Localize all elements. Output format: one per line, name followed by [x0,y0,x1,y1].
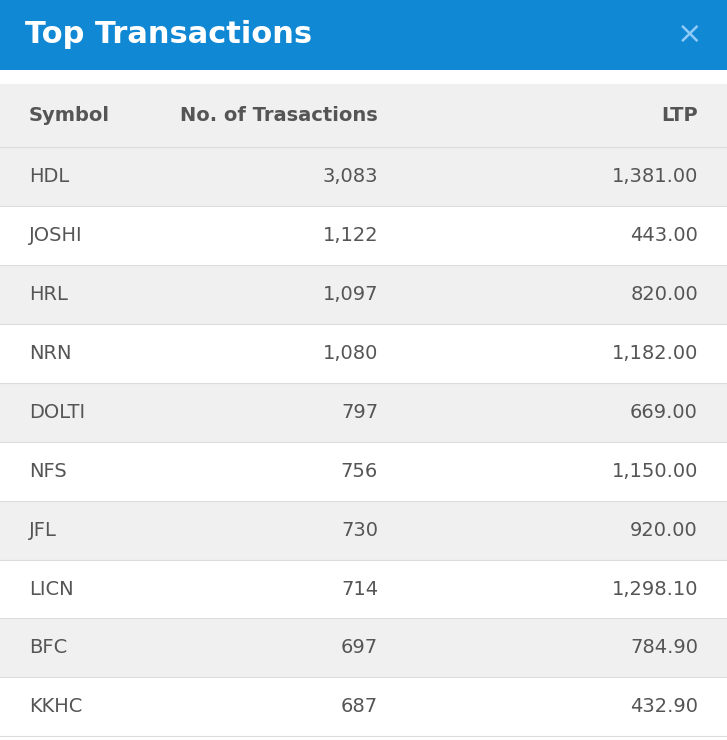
Text: Symbol: Symbol [29,107,110,125]
Text: 1,150.00: 1,150.00 [611,462,698,481]
Text: 920.00: 920.00 [630,521,698,539]
Text: 1,080: 1,080 [323,344,378,363]
Text: KKHC: KKHC [29,697,82,716]
Text: 756: 756 [341,462,378,481]
Text: JFL: JFL [29,521,57,539]
Text: BFC: BFC [29,639,68,657]
Text: 784.90: 784.90 [630,639,698,657]
Text: 3,083: 3,083 [323,167,378,186]
Text: NFS: NFS [29,462,67,481]
FancyBboxPatch shape [0,265,727,324]
Text: 1,298.10: 1,298.10 [611,579,698,599]
FancyBboxPatch shape [0,677,727,736]
Text: 730: 730 [341,521,378,539]
Text: LICN: LICN [29,579,73,599]
Text: NRN: NRN [29,344,71,363]
FancyBboxPatch shape [0,0,727,70]
Text: 1,381.00: 1,381.00 [611,167,698,186]
FancyBboxPatch shape [0,559,727,619]
Text: 443.00: 443.00 [630,226,698,245]
FancyBboxPatch shape [0,147,727,206]
FancyBboxPatch shape [0,324,727,383]
Text: 432.90: 432.90 [630,697,698,716]
Text: No. of Trasactions: No. of Trasactions [180,107,378,125]
Text: Top Transactions: Top Transactions [25,20,312,50]
Text: 1,182.00: 1,182.00 [611,344,698,363]
FancyBboxPatch shape [0,84,727,147]
FancyBboxPatch shape [0,206,727,265]
Text: 669.00: 669.00 [630,403,698,422]
FancyBboxPatch shape [0,619,727,677]
Text: HDL: HDL [29,167,69,186]
FancyBboxPatch shape [0,442,727,501]
Text: 1,122: 1,122 [322,226,378,245]
Text: 1,097: 1,097 [323,285,378,304]
Text: LTP: LTP [662,107,698,125]
Text: JOSHI: JOSHI [29,226,83,245]
Text: 714: 714 [341,579,378,599]
Text: 687: 687 [341,697,378,716]
Text: 797: 797 [341,403,378,422]
Text: 697: 697 [341,639,378,657]
Text: ×: × [677,20,702,50]
Text: HRL: HRL [29,285,68,304]
Text: DOLTI: DOLTI [29,403,85,422]
Text: 820.00: 820.00 [630,285,698,304]
FancyBboxPatch shape [0,501,727,559]
FancyBboxPatch shape [0,383,727,442]
